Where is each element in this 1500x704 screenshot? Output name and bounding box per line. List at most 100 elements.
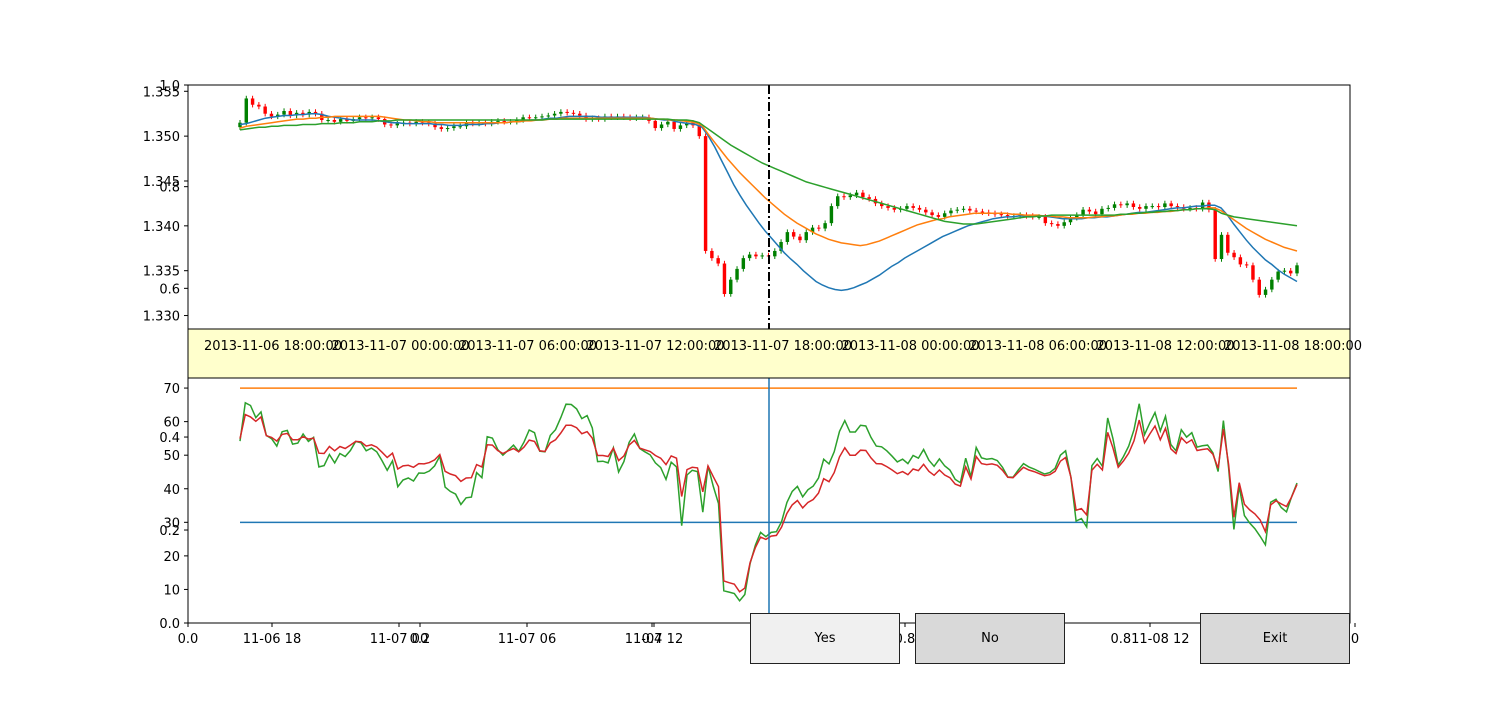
candle-body <box>955 209 959 211</box>
candle-body <box>338 119 343 122</box>
candle-body <box>565 111 569 113</box>
candle-body <box>250 98 255 105</box>
candle-body <box>1043 216 1048 224</box>
candle-body <box>905 206 909 209</box>
candle-body <box>779 241 783 251</box>
candle-body <box>892 207 897 210</box>
candle-body <box>376 117 381 120</box>
candle-body <box>917 207 922 210</box>
candle-body <box>1156 206 1161 208</box>
candle-body <box>817 227 821 229</box>
x-tick-label: 11-07 06 <box>498 632 556 647</box>
x-tick-label: 0.811-08 12 <box>1110 632 1189 647</box>
date-label: 2013-11-07 00:00:00 <box>331 339 469 354</box>
candle-body <box>1226 234 1230 253</box>
candle-body <box>326 119 330 121</box>
candle-body <box>584 115 588 120</box>
candle-body <box>848 195 853 198</box>
candle-body <box>389 124 393 126</box>
candle-body <box>1257 279 1261 295</box>
candle-body <box>684 122 689 126</box>
candle-body <box>1232 252 1236 258</box>
candle-body <box>804 232 808 241</box>
candle-body <box>1100 208 1104 215</box>
candle-body <box>747 254 752 259</box>
indicator-overlay-ticks: 0.2 0.4 <box>159 431 188 539</box>
candle-body <box>288 111 293 116</box>
candle-body <box>1219 234 1224 260</box>
candle-body <box>1207 202 1211 210</box>
candle-body <box>282 111 286 115</box>
candle-body <box>357 117 362 120</box>
candle-body <box>672 121 676 129</box>
overlay-tick-label: 0.4 <box>159 431 180 446</box>
candle-body <box>968 208 972 211</box>
candle-body <box>842 196 846 198</box>
candle-body <box>659 124 664 129</box>
candle-body <box>313 111 318 114</box>
y-tick-label: 0.0 <box>159 617 180 632</box>
price-overlay-ticks: 0.6 0.8 1.0 <box>159 79 188 297</box>
y-tick-label: 70 <box>163 382 180 397</box>
candle-body <box>653 120 657 129</box>
candle-body <box>559 111 563 114</box>
x-tick-label: 0.4 <box>642 632 663 647</box>
candle-body <box>1056 224 1060 226</box>
candle-body <box>980 211 985 213</box>
candle-body <box>552 113 557 116</box>
exit-button[interactable]: Exit <box>1200 613 1350 664</box>
candle-body <box>1137 207 1142 209</box>
candle-body <box>798 236 802 241</box>
candle-body <box>835 196 840 207</box>
candle-body <box>1068 217 1073 223</box>
candle-body <box>1276 271 1280 280</box>
candle-body <box>936 215 941 217</box>
candle-body <box>439 127 444 129</box>
yes-button[interactable]: Yes <box>750 613 900 664</box>
candle-body <box>1169 203 1173 207</box>
price-panel: 1.330 1.335 1.340 1.345 1.350 1.355 0.6 0.8 1.0 <box>143 79 1351 330</box>
no-button[interactable]: No <box>915 613 1065 664</box>
candle-body <box>1282 270 1287 272</box>
candle-body <box>527 117 532 119</box>
candle-body <box>974 210 978 212</box>
overlay-tick-label: 0.6 <box>159 282 180 297</box>
candle-body <box>458 126 462 128</box>
candle-body <box>1251 265 1255 280</box>
candle-body <box>1049 223 1054 225</box>
y-tick-label: 40 <box>163 483 180 498</box>
date-label: 2013-11-08 06:00:00 <box>969 339 1107 354</box>
candle-body <box>1163 203 1167 207</box>
candle-body <box>880 203 884 207</box>
indicator-panel: 0.0 10 20 30 40 50 60 70 0.2 0.4 0.0 11-06 18 11-0… <box>159 377 1359 647</box>
y-tick-label: 30 <box>163 516 180 531</box>
candle-body <box>930 212 934 216</box>
candle-body <box>257 104 261 107</box>
candle-body <box>911 206 915 208</box>
candle-body <box>301 112 305 115</box>
candle-body <box>785 232 790 242</box>
candle-body <box>1150 206 1155 208</box>
candle-body <box>238 122 242 128</box>
candle-body <box>1037 216 1041 218</box>
candle-body <box>370 117 374 119</box>
candle-body <box>502 120 506 122</box>
candle-body <box>678 125 683 129</box>
candle-body <box>533 117 538 119</box>
candle-body <box>924 209 928 213</box>
overlay-tick-label: 0.8 <box>159 181 180 196</box>
y-tick-label: 1.335 <box>143 265 180 280</box>
date-label: 2013-11-08 18:00:00 <box>1224 339 1362 354</box>
x-tick-label: 0 <box>1351 632 1359 647</box>
date-label: 2013-11-08 12:00:00 <box>1096 339 1234 354</box>
candle-body <box>1238 257 1243 265</box>
candle-body <box>1295 265 1299 274</box>
x-tick-label: 0.0 <box>178 632 199 647</box>
candle-body <box>1213 209 1217 260</box>
date-label: 2013-11-07 12:00:00 <box>586 339 724 354</box>
x-tick-label: 11-07 00 <box>370 632 428 647</box>
candle-body <box>269 113 274 117</box>
overlay-tick-label: 1.0 <box>159 79 180 94</box>
